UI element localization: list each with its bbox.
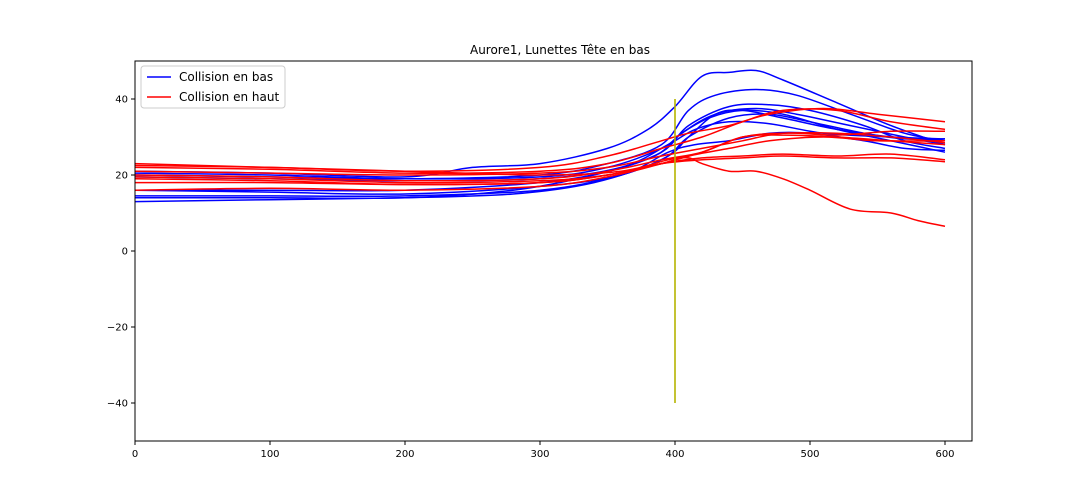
- series-line-haut-10: [134, 107, 946, 172]
- y-tick-label: 0: [122, 247, 128, 258]
- legend-label-bas: Collision en bas: [179, 70, 273, 84]
- legend-box: [140, 65, 286, 109]
- series-line-haut-15: [134, 130, 946, 176]
- x-tick-label: 300: [530, 449, 549, 460]
- x-tick-label: 0: [132, 449, 138, 460]
- y-tick-label: 20: [115, 171, 128, 182]
- x-tick-label: 100: [260, 449, 279, 460]
- y-tick-label: 40: [115, 95, 128, 106]
- series-line-haut-11: [134, 108, 946, 174]
- y-tick-label: −40: [107, 399, 128, 410]
- x-tick-label: 200: [395, 449, 414, 460]
- x-tick-label: 500: [800, 449, 819, 460]
- series-line-haut-17: [134, 131, 946, 191]
- series-line-bas-2: [135, 103, 946, 192]
- series-line-bas-0: [134, 69, 946, 178]
- legend-label-haut: Collision en haut: [179, 90, 279, 104]
- x-tick-label: 400: [665, 449, 684, 460]
- chart-title: Aurore1, Lunettes Tête en bas: [470, 43, 650, 57]
- x-tick-label: 600: [935, 449, 954, 460]
- axes: 0 100 200 300 400 500 600 −40 −20 0 20 40: [107, 60, 973, 460]
- series-lines: [134, 69, 946, 228]
- legend: Collision en bas Collision en haut: [140, 65, 286, 109]
- y-tick-label: −20: [107, 323, 128, 334]
